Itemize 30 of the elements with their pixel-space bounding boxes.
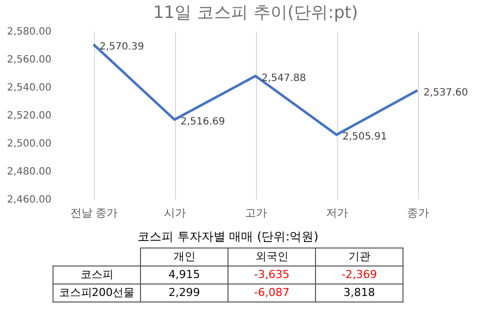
y-tick-label: 2,500.00: [6, 138, 52, 150]
text: -2,369: [342, 268, 377, 281]
y-tick-label: 2,560.00: [6, 54, 52, 66]
text: 3,818: [344, 286, 375, 299]
y-tick-label: 2,540.00: [6, 82, 52, 94]
category-label: 코스피200선물: [58, 286, 135, 299]
data-label: 2,570.39: [100, 41, 144, 52]
y-tick-label: 2,580.00: [6, 26, 52, 38]
x-tick-label: 저가: [326, 206, 348, 220]
data-label: 2,505.91: [342, 132, 388, 143]
x-tick-label: 고가: [245, 206, 267, 220]
x-tick-label: 종가: [407, 206, 429, 220]
text: -3,635: [254, 268, 290, 281]
data-label: 2,537.60: [424, 87, 468, 98]
text: 2,299: [168, 286, 200, 299]
category-label: 코스피: [80, 268, 114, 281]
text: 코스피 투자자별 매매 (단위:억원): [138, 230, 318, 244]
data-label: 2,547.88: [262, 72, 306, 84]
chart-title: 11일 코스피 추이(단위:pt): [153, 3, 358, 23]
y-tick-label: 2,460.00: [6, 194, 52, 206]
text: 4,915: [168, 268, 200, 281]
data-label: 2,516.69: [180, 116, 226, 128]
x-tick-label: 시가: [164, 206, 186, 220]
text: -6,087: [254, 286, 290, 299]
y-tick-label: 2,480.00: [6, 166, 52, 178]
x-tick-label: 전날 종가: [70, 206, 118, 220]
y-tick-label: 2,520.00: [6, 110, 52, 122]
category-label: 외국인: [255, 250, 288, 263]
category-label: 기관: [348, 250, 370, 263]
category-label: 개인: [173, 250, 196, 263]
